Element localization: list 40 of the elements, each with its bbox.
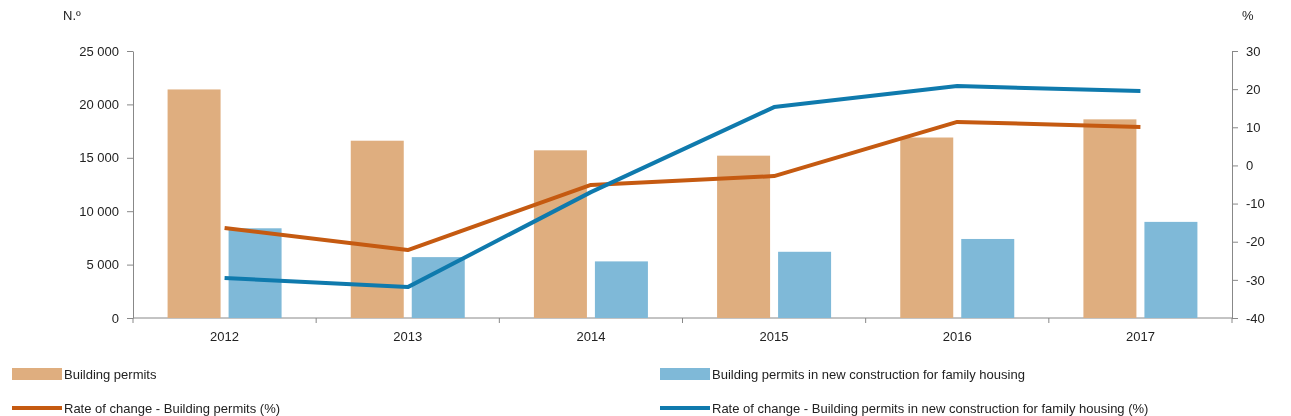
y2-tick-label: -20 — [1246, 234, 1265, 250]
x-tick-label: 2012 — [210, 329, 240, 344]
y2-tick-label: 20 — [1246, 81, 1261, 97]
bar — [717, 155, 771, 318]
y2-tick-label: 10 — [1246, 119, 1261, 135]
y2-axis-title: % — [1242, 8, 1254, 23]
x-tick-label: 2014 — [576, 329, 606, 344]
bar — [411, 257, 465, 318]
bar — [961, 238, 1015, 318]
x-tick-label: 2015 — [759, 329, 789, 344]
y-tick-label: 10 000 — [79, 203, 119, 219]
y-tick-label: 5 000 — [86, 257, 119, 273]
bar — [533, 150, 587, 318]
bar — [1144, 221, 1198, 318]
bar — [594, 261, 648, 318]
y2-tick-label: -10 — [1246, 196, 1265, 212]
bar — [778, 251, 832, 318]
bar — [900, 137, 954, 318]
y-tick-label: 0 — [111, 310, 119, 326]
y-axis-title: N.º — [63, 8, 81, 23]
x-tick-label: 2017 — [1125, 329, 1155, 344]
y-tick-label: 25 000 — [79, 43, 119, 59]
line-series — [222, 119, 1143, 253]
bar — [350, 140, 404, 318]
y-tick-label: 20 000 — [79, 97, 119, 113]
legend-label: Building permits in new construction for family housing — [712, 367, 1025, 382]
legend-label: Rate of change - Building permits (%) — [64, 401, 281, 416]
y-tick-label: 15 000 — [79, 150, 119, 166]
bar — [1083, 119, 1137, 318]
y2-tick-label: 0 — [1246, 158, 1254, 174]
bar — [167, 89, 221, 318]
legend-label: Rate of change - Building permits in new construction for family housing (%) — [712, 401, 1149, 416]
line-series — [222, 84, 1143, 290]
bar — [228, 228, 282, 318]
y2-tick-label: -40 — [1246, 310, 1265, 326]
x-tick-label: 2016 — [942, 329, 972, 344]
x-tick-label: 2013 — [393, 329, 423, 344]
y2-tick-label: 30 — [1246, 43, 1261, 59]
y2-tick-label: -30 — [1246, 272, 1265, 288]
legend-label: Building permits — [64, 367, 157, 382]
